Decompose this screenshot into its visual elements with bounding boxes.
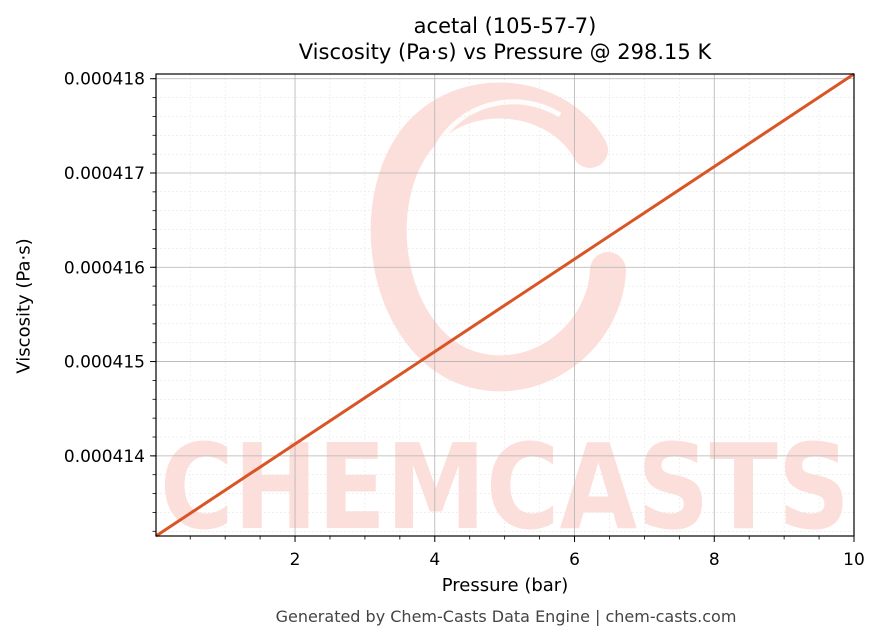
y-tick-label: 0.000415 xyxy=(64,353,145,373)
x-tick-label: 2 xyxy=(290,550,301,570)
watermark-swirl-highlight xyxy=(432,99,562,152)
chart-subtitle: Viscosity (Pa·s) vs Pressure @ 298.15 K xyxy=(298,40,712,64)
y-axis-label: Viscosity (Pa·s) xyxy=(13,238,35,374)
watermark-text: CHEMCASTS xyxy=(160,418,850,556)
x-axis-label: Pressure (bar) xyxy=(441,575,569,596)
x-tick-label: 8 xyxy=(709,550,720,570)
series-layer xyxy=(155,72,855,538)
series-line-0 xyxy=(155,72,855,538)
y-tick-label: 0.000417 xyxy=(64,164,145,184)
watermark: CHEMCASTS xyxy=(160,82,850,556)
major-grid xyxy=(156,74,855,536)
x-tick-label: 6 xyxy=(569,550,580,570)
ticks-layer: 2 4 6 8 10 0.000414 0.000415 0.000416 0.000417 0.… xyxy=(64,70,865,570)
y-tick-label: 0.000418 xyxy=(64,70,145,90)
watermark-swirl xyxy=(370,82,626,392)
footer-credit: Generated by Chem-Casts Data Engine | ch… xyxy=(275,607,737,626)
x-tick-label: 4 xyxy=(429,550,440,570)
chart-title: acetal (105-57-7) xyxy=(413,14,597,38)
x-tick-label: 10 xyxy=(843,550,865,570)
y-tick-label: 0.000416 xyxy=(64,258,145,278)
y-tick-label: 0.000414 xyxy=(64,447,145,467)
